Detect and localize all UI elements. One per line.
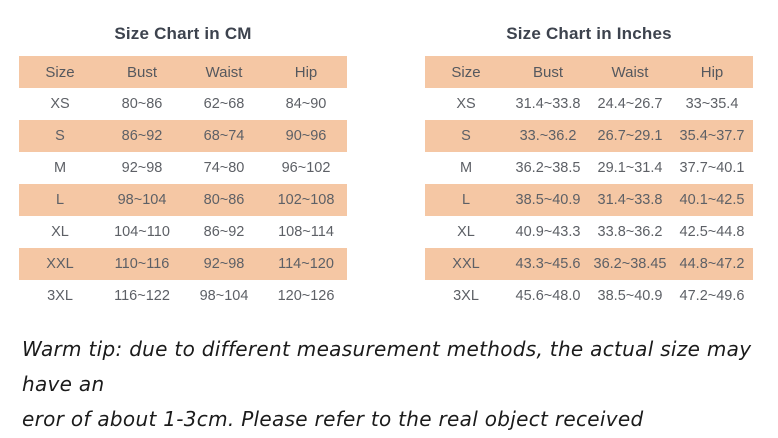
size-chart-cm-table: Size Bust Waist Hip XS 80~86 62~68 84~90… <box>19 56 347 312</box>
waist-cell: 36.2~38.45 <box>593 256 667 272</box>
waist-cell: 31.4~33.8 <box>597 192 663 208</box>
size-cell: 3XL <box>453 288 479 304</box>
table-row-m: M 92~98 74~80 96~102 <box>19 152 347 184</box>
bust-cell: 31.4~33.8 <box>515 96 581 112</box>
waist-cell: 80~86 <box>203 192 245 208</box>
header-cell-bust: Bust <box>126 63 157 81</box>
bust-cell: 116~122 <box>114 288 170 304</box>
header-cell-size: Size <box>451 63 481 81</box>
header-cell-hip: Hip <box>294 63 318 81</box>
size-cell: 3XL <box>47 288 73 304</box>
size-chart-inches-table: Size Bust Waist Hip XS 31.4~33.8 24.4~26… <box>425 56 753 312</box>
size-cell: L <box>461 192 471 208</box>
hip-cell: 90~96 <box>285 128 327 144</box>
size-chart-cm-title: Size Chart in CM <box>114 24 252 43</box>
bust-cell: 33.~36.2 <box>519 128 577 144</box>
table-row-xs: XS 80~86 62~68 84~90 <box>19 88 347 120</box>
waist-cell: 74~80 <box>203 160 245 176</box>
waist-cell: 38.5~40.9 <box>597 288 663 304</box>
size-chart-inches: Size Chart in Inches Size Bust Waist Hip… <box>425 22 753 312</box>
header-cell-hip: Hip <box>700 63 724 81</box>
bust-cell: 38.5~40.9 <box>515 192 581 208</box>
size-cell: XS <box>50 96 70 112</box>
table-row-3xl: 3XL 116~122 98~104 120~126 <box>19 280 347 312</box>
bust-cell: 86~92 <box>121 128 163 144</box>
size-cell: XS <box>456 96 476 112</box>
table-row-m: M 36.2~38.5 29.1~31.4 37.7~40.1 <box>425 152 753 184</box>
hip-cell: 42.5~44.8 <box>679 224 745 240</box>
size-cell: XXL <box>452 256 480 272</box>
table-row-s: S 86~92 68~74 90~96 <box>19 120 347 152</box>
header-cell-waist: Waist <box>205 63 243 81</box>
table-row-l: L 38.5~40.9 31.4~33.8 40.1~42.5 <box>425 184 753 216</box>
header-row: Size Bust Waist Hip <box>425 56 753 88</box>
size-cell: M <box>53 160 67 176</box>
table-row-l: L 98~104 80~86 102~108 <box>19 184 347 216</box>
hip-cell: 47.2~49.6 <box>679 288 745 304</box>
bust-cell: 110~116 <box>114 256 170 272</box>
header-cell-size: Size <box>45 63 75 81</box>
waist-cell: 24.4~26.7 <box>597 96 663 112</box>
size-chart-inches-title: Size Chart in Inches <box>506 24 672 43</box>
hip-cell: 102~108 <box>277 192 335 208</box>
hip-cell: 120~126 <box>277 288 335 304</box>
header-cell-waist: Waist <box>611 63 649 81</box>
table-row-3xl: 3XL 45.6~48.0 38.5~40.9 47.2~49.6 <box>425 280 753 312</box>
waist-cell: 92~98 <box>203 256 245 272</box>
hip-cell: 40.1~42.5 <box>679 192 745 208</box>
bust-cell: 104~110 <box>114 224 170 240</box>
bust-cell: 80~86 <box>121 96 163 112</box>
table-row-xl: XL 104~110 86~92 108~114 <box>19 216 347 248</box>
warm-tip-line2: eror of about 1-3cm. Please refer to the… <box>22 407 644 431</box>
waist-cell: 33.8~36.2 <box>597 224 663 240</box>
bust-cell: 98~104 <box>117 192 167 208</box>
header-row: Size Bust Waist Hip <box>19 56 347 88</box>
size-cell: S <box>461 128 471 144</box>
warm-tip-note: Warm tip: due to different measurement m… <box>22 332 762 437</box>
size-cell: M <box>459 160 473 176</box>
size-chart-cm: Size Chart in CM Size Bust Waist Hip XS … <box>19 22 347 312</box>
size-cell: XXL <box>46 256 74 272</box>
table-row-xl: XL 40.9~43.3 33.8~36.2 42.5~44.8 <box>425 216 753 248</box>
bust-cell: 43.3~45.6 <box>515 256 581 272</box>
hip-cell: 114~120 <box>278 256 334 272</box>
warm-tip-line1: Warm tip: due to different measurement m… <box>22 337 752 396</box>
table-row-xs: XS 31.4~33.8 24.4~26.7 33~35.4 <box>425 88 753 120</box>
size-cell: L <box>55 192 65 208</box>
hip-cell: 108~114 <box>278 224 334 240</box>
waist-cell: 62~68 <box>203 96 245 112</box>
waist-cell: 68~74 <box>203 128 245 144</box>
size-cell: XL <box>457 224 475 240</box>
bust-cell: 45.6~48.0 <box>515 288 581 304</box>
bust-cell: 40.9~43.3 <box>515 224 581 240</box>
hip-cell: 96~102 <box>281 160 331 176</box>
bust-cell: 36.2~38.5 <box>515 160 581 176</box>
table-row-s: S 33.~36.2 26.7~29.1 35.4~37.7 <box>425 120 753 152</box>
waist-cell: 98~104 <box>199 288 249 304</box>
hip-cell: 33~35.4 <box>685 96 739 112</box>
header-cell-bust: Bust <box>532 63 563 81</box>
hip-cell: 84~90 <box>285 96 327 112</box>
table-row-xxl: XXL 110~116 92~98 114~120 <box>19 248 347 280</box>
bust-cell: 92~98 <box>121 160 163 176</box>
waist-cell: 29.1~31.4 <box>597 160 663 176</box>
size-cell: XL <box>51 224 69 240</box>
table-row-xxl: XXL 43.3~45.6 36.2~38.45 44.8~47.2 <box>425 248 753 280</box>
hip-cell: 37.7~40.1 <box>679 160 745 176</box>
size-cell: S <box>55 128 65 144</box>
hip-cell: 44.8~47.2 <box>679 256 745 272</box>
waist-cell: 86~92 <box>203 224 245 240</box>
hip-cell: 35.4~37.7 <box>679 128 745 144</box>
waist-cell: 26.7~29.1 <box>597 128 663 144</box>
